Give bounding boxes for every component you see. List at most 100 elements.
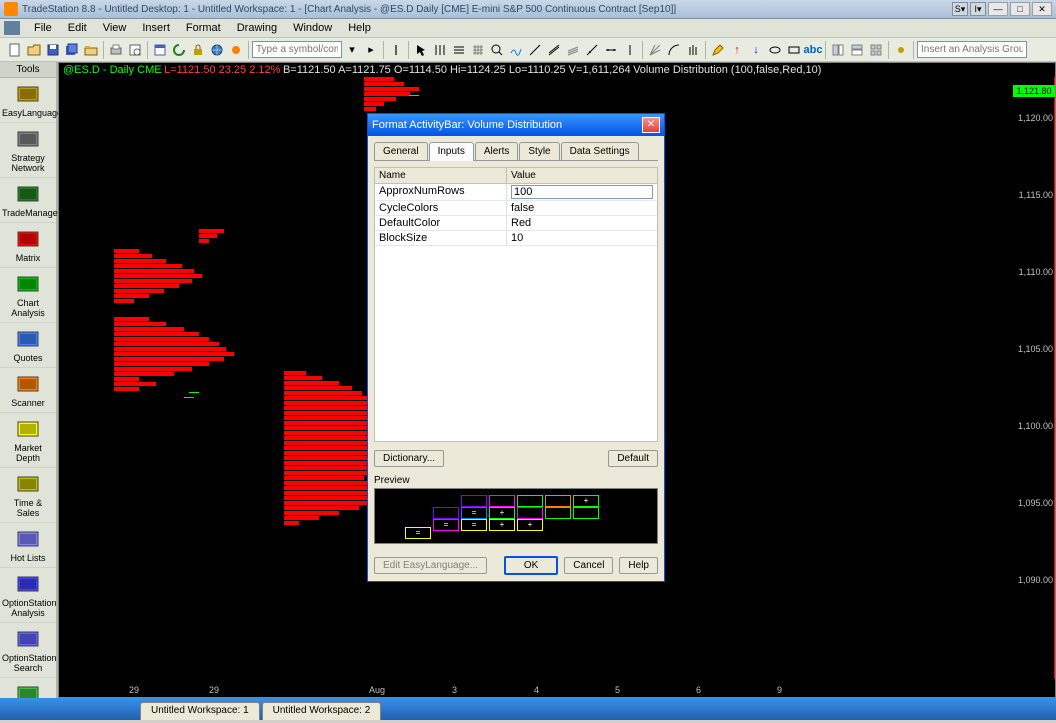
bars-icon[interactable] <box>431 41 449 59</box>
symbol-dropdown-icon[interactable]: ▾ <box>343 41 361 59</box>
new-icon[interactable] <box>6 41 24 59</box>
tool-optionstation-analysis[interactable]: OptionStation Analysis <box>0 568 56 623</box>
help-button[interactable]: Help <box>619 557 658 574</box>
grid-header-value[interactable]: Value <box>507 168 657 183</box>
input-value[interactable]: 10 <box>507 231 657 245</box>
menu-drawing[interactable]: Drawing <box>229 20 285 36</box>
tool-matrix[interactable]: Matrix <box>0 223 56 268</box>
cursor-icon[interactable] <box>412 41 430 59</box>
symbol-input[interactable] <box>252 41 342 58</box>
symbol-go-icon[interactable]: ▸ <box>362 41 380 59</box>
close-button[interactable]: ✕ <box>1032 2 1052 16</box>
dialog-close-icon[interactable]: ✕ <box>642 117 660 133</box>
tool-market-depth[interactable]: Market Depth <box>0 413 56 468</box>
layout2-icon[interactable] <box>848 41 866 59</box>
maximize-button[interactable]: □ <box>1010 2 1030 16</box>
pencil-icon[interactable] <box>709 41 727 59</box>
tool-easylanguage[interactable]: EasyLanguage <box>0 78 56 123</box>
layout3-icon[interactable] <box>867 41 885 59</box>
grid-header-name[interactable]: Name <box>375 168 507 183</box>
title-i-btn[interactable]: I▾ <box>970 2 986 16</box>
save-all-icon[interactable] <box>63 41 81 59</box>
ok-button[interactable]: OK <box>504 556 558 575</box>
default-button[interactable]: Default <box>608 450 658 467</box>
up-arrow-icon[interactable]: ↑ <box>728 41 746 59</box>
volume-bar <box>284 471 379 475</box>
grid-icon[interactable] <box>469 41 487 59</box>
tab-general[interactable]: General <box>374 142 428 160</box>
refresh-icon[interactable] <box>170 41 188 59</box>
tool-chart-analysis[interactable]: Chart Analysis <box>0 268 56 323</box>
volume-bar <box>114 269 194 273</box>
trendline-icon[interactable] <box>526 41 544 59</box>
cancel-button[interactable]: Cancel <box>564 557 613 574</box>
menu-window[interactable]: Window <box>285 20 340 36</box>
dialog-title-bar[interactable]: Format ActivityBar: Volume Distribution … <box>368 114 664 136</box>
hline-icon[interactable] <box>602 41 620 59</box>
lock-icon[interactable] <box>189 41 207 59</box>
menu-help[interactable]: Help <box>340 20 379 36</box>
tool-optionstation-search[interactable]: OptionStation Search <box>0 623 56 678</box>
tools-panel: Tools EasyLanguageStrategy NetworkTradeM… <box>0 62 58 698</box>
save-icon[interactable] <box>44 41 62 59</box>
rect-icon[interactable] <box>785 41 803 59</box>
vline-icon[interactable] <box>621 41 639 59</box>
menu-view[interactable]: View <box>95 20 135 36</box>
tool-trademanager[interactable]: TradeManager <box>0 178 56 223</box>
tool-quotes[interactable]: Quotes <box>0 323 56 368</box>
regression-icon[interactable] <box>564 41 582 59</box>
volume-bar <box>284 511 339 515</box>
tool-time-sales[interactable]: Time & Sales <box>0 468 56 523</box>
settings-icon[interactable] <box>892 41 910 59</box>
tool-icon[interactable] <box>227 41 245 59</box>
menu-insert[interactable]: Insert <box>134 20 178 36</box>
volume-bar <box>114 362 209 366</box>
open-icon[interactable] <box>25 41 43 59</box>
input-value[interactable]: 100 <box>507 184 657 200</box>
app-menu-icon[interactable] <box>4 21 20 35</box>
window-icon[interactable] <box>151 41 169 59</box>
channel-icon[interactable] <box>545 41 563 59</box>
input-row[interactable]: DefaultColorRed <box>375 216 657 231</box>
tool-strategy-network[interactable]: Strategy Network <box>0 123 56 178</box>
minimize-button[interactable]: — <box>988 2 1008 16</box>
folder-icon[interactable] <box>82 41 100 59</box>
tab-alerts[interactable]: Alerts <box>475 142 519 160</box>
tool-icon <box>13 272 43 296</box>
input-row[interactable]: CycleColorsfalse <box>375 201 657 216</box>
down-arrow-icon[interactable]: ↓ <box>747 41 765 59</box>
workspace-tab[interactable]: Untitled Workspace: 2 <box>262 702 382 720</box>
ellipse-icon[interactable] <box>766 41 784 59</box>
tab-style[interactable]: Style <box>519 142 559 160</box>
zoom-in-icon[interactable] <box>488 41 506 59</box>
input-value[interactable]: Red <box>507 216 657 230</box>
tool-scanner[interactable]: Scanner <box>0 368 56 413</box>
tab-data-settings[interactable]: Data Settings <box>561 142 639 160</box>
time-label: 5 <box>615 685 620 695</box>
input-value[interactable]: false <box>507 201 657 215</box>
dictionary-button[interactable]: Dictionary... <box>374 450 444 467</box>
workspace-tab[interactable]: Untitled Workspace: 1 <box>140 702 260 720</box>
hlines-icon[interactable] <box>450 41 468 59</box>
tool-hot-lists[interactable]: Hot Lists <box>0 523 56 568</box>
globe-icon[interactable] <box>208 41 226 59</box>
input-row[interactable]: ApproxNumRows100 <box>375 184 657 201</box>
arc-icon[interactable] <box>665 41 683 59</box>
title-s-btn[interactable]: S▾ <box>952 2 968 16</box>
pitchfork-icon[interactable] <box>684 41 702 59</box>
analysis-input[interactable] <box>917 41 1027 58</box>
text-icon[interactable]: abc <box>804 41 822 59</box>
indicator-icon[interactable] <box>507 41 525 59</box>
chart-tool-icon[interactable] <box>387 41 405 59</box>
gann-icon[interactable] <box>646 41 664 59</box>
print-preview-icon[interactable] <box>126 41 144 59</box>
tab-inputs[interactable]: Inputs <box>429 142 474 161</box>
menu-edit[interactable]: Edit <box>60 20 95 36</box>
layout1-icon[interactable] <box>829 41 847 59</box>
input-row[interactable]: BlockSize10 <box>375 231 657 246</box>
menu-format[interactable]: Format <box>178 20 229 36</box>
print-icon[interactable] <box>107 41 125 59</box>
volume-bar <box>114 352 234 356</box>
fib-icon[interactable] <box>583 41 601 59</box>
menu-file[interactable]: File <box>26 20 60 36</box>
